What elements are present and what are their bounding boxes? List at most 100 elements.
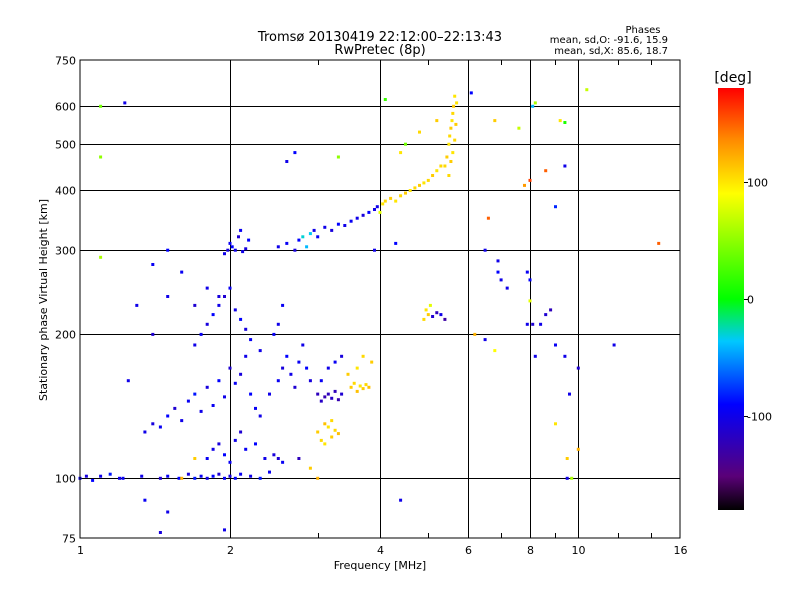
data-point xyxy=(319,379,323,383)
data-point xyxy=(99,155,103,159)
data-point xyxy=(404,142,407,146)
data-point xyxy=(361,387,365,391)
data-point xyxy=(525,270,529,274)
data-point xyxy=(301,343,305,347)
y-axis-label: Stationary phase Virtual Height [km] xyxy=(37,199,50,401)
data-point xyxy=(166,474,170,478)
data-point xyxy=(361,354,365,358)
data-point xyxy=(549,308,553,312)
data-point xyxy=(166,295,170,298)
data-point xyxy=(323,442,327,446)
data-point xyxy=(428,303,432,307)
data-point xyxy=(455,101,459,105)
y-tick-label: 400 xyxy=(55,185,76,198)
data-point xyxy=(517,126,521,130)
data-point xyxy=(657,241,661,245)
data-point xyxy=(528,178,532,182)
y-tick-label: 300 xyxy=(55,245,76,258)
data-points xyxy=(78,88,661,534)
colorbar-ticks: 100 0 -100 xyxy=(744,177,772,424)
data-point xyxy=(193,303,197,307)
data-point xyxy=(186,399,190,403)
data-point xyxy=(289,372,293,376)
data-point xyxy=(349,385,353,389)
data-point xyxy=(361,213,365,217)
data-point xyxy=(435,169,439,173)
data-point xyxy=(281,303,285,307)
data-point xyxy=(285,354,289,358)
data-point xyxy=(126,379,130,383)
data-point xyxy=(205,476,209,480)
data-point xyxy=(493,119,497,123)
data-point xyxy=(244,447,248,451)
data-point xyxy=(340,392,344,396)
colorbar-label: [deg] xyxy=(714,70,751,86)
data-point xyxy=(367,210,371,214)
data-point xyxy=(531,104,535,108)
data-point xyxy=(333,360,337,364)
data-point xyxy=(223,476,226,480)
data-point xyxy=(199,332,203,336)
x-tick-label: 8 xyxy=(527,544,534,557)
data-point xyxy=(228,474,232,478)
data-point xyxy=(301,235,305,239)
data-point xyxy=(426,313,430,317)
data-point xyxy=(333,389,337,393)
data-point xyxy=(158,476,162,480)
data-point xyxy=(336,155,340,159)
data-point xyxy=(233,476,237,480)
data-point xyxy=(381,202,385,206)
data-point xyxy=(305,366,309,370)
data-point xyxy=(447,174,451,177)
y-tick-label: 750 xyxy=(55,55,76,68)
data-point xyxy=(383,98,387,101)
data-point xyxy=(211,447,215,451)
colorbar-tick-label: 0 xyxy=(747,294,754,307)
data-point xyxy=(319,438,323,442)
data-point xyxy=(211,313,215,317)
data-point xyxy=(228,460,232,464)
data-point xyxy=(239,430,243,434)
data-point xyxy=(268,470,271,474)
data-point xyxy=(316,430,320,434)
data-point xyxy=(375,205,379,209)
data-point xyxy=(554,422,557,426)
data-point xyxy=(239,472,243,476)
data-point xyxy=(554,343,557,347)
data-point xyxy=(426,178,430,182)
x-tick-label: 2 xyxy=(227,544,234,557)
data-point xyxy=(531,322,535,326)
data-point xyxy=(173,406,177,410)
data-point xyxy=(445,155,449,159)
data-point xyxy=(228,286,232,290)
data-point xyxy=(323,225,327,229)
data-point xyxy=(226,248,230,252)
data-point xyxy=(108,472,112,476)
data-point xyxy=(558,119,562,123)
data-point xyxy=(249,338,253,342)
data-point xyxy=(99,255,103,259)
data-point xyxy=(217,442,221,446)
data-point xyxy=(355,216,359,220)
data-point xyxy=(84,474,88,478)
data-point xyxy=(499,278,503,282)
data-point xyxy=(394,241,398,245)
data-point xyxy=(151,332,155,336)
x-tick-label: 6 xyxy=(465,544,472,557)
data-point xyxy=(316,476,320,480)
data-point xyxy=(424,308,428,312)
data-point xyxy=(276,322,280,326)
data-point xyxy=(305,245,309,249)
data-point xyxy=(336,432,340,436)
data-point xyxy=(443,317,447,321)
data-point xyxy=(158,425,162,429)
data-point xyxy=(281,366,285,370)
data-point xyxy=(326,366,330,370)
data-point xyxy=(228,241,232,245)
data-point xyxy=(230,245,234,249)
data-point xyxy=(205,457,209,460)
data-point xyxy=(439,164,443,168)
data-point xyxy=(399,194,403,198)
data-point xyxy=(554,205,557,209)
data-point xyxy=(186,472,190,476)
